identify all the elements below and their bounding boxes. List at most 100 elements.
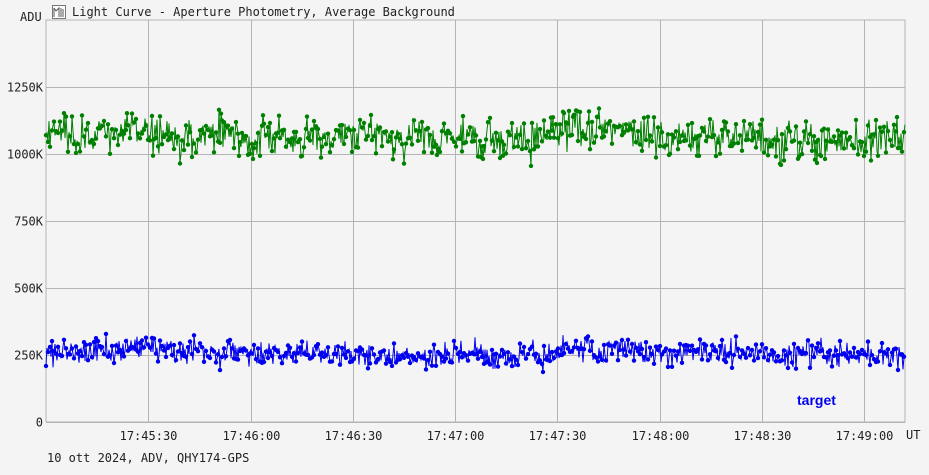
data-point — [387, 359, 393, 365]
data-point — [293, 359, 299, 364]
data-point — [895, 367, 901, 373]
data-point — [477, 349, 483, 354]
data-point — [439, 354, 445, 359]
data-point — [839, 130, 845, 135]
data-point — [733, 334, 739, 339]
data-point — [901, 354, 907, 359]
data-point — [218, 111, 224, 116]
data-point — [276, 113, 282, 118]
data-point — [189, 351, 195, 357]
data-point — [595, 359, 601, 364]
data-point — [529, 344, 535, 349]
data-point — [753, 342, 759, 347]
data-point — [409, 142, 415, 147]
data-point — [441, 121, 447, 126]
data-point — [515, 144, 521, 149]
data-point — [699, 125, 705, 131]
data-point — [595, 114, 601, 120]
data-point — [101, 118, 107, 124]
data-point — [129, 111, 135, 116]
data-point — [151, 336, 157, 341]
series-background — [43, 106, 907, 169]
data-point — [289, 136, 295, 141]
data-point — [829, 139, 835, 144]
data-point — [731, 141, 737, 146]
data-point — [541, 118, 547, 123]
y-axis-label: ADU — [20, 10, 42, 24]
data-point — [275, 349, 281, 355]
data-point — [657, 343, 663, 349]
data-point — [305, 352, 311, 358]
data-point — [493, 130, 499, 135]
light-curve-icon[interactable] — [52, 5, 66, 19]
data-point — [865, 339, 871, 344]
data-point — [571, 112, 577, 118]
data-point — [343, 355, 349, 361]
data-point — [389, 363, 395, 369]
data-point — [855, 152, 861, 157]
data-point — [671, 348, 677, 353]
data-point — [219, 354, 225, 360]
data-point — [311, 118, 317, 124]
data-point — [331, 137, 337, 142]
data-point — [501, 351, 507, 356]
data-point — [53, 351, 59, 356]
data-point — [633, 140, 639, 145]
data-point — [885, 347, 891, 352]
data-point — [639, 148, 645, 153]
data-point — [349, 149, 355, 155]
data-point — [209, 133, 215, 138]
data-point — [509, 120, 515, 126]
data-point — [397, 357, 403, 362]
data-point — [697, 133, 703, 138]
data-point — [593, 134, 599, 139]
data-point — [251, 342, 257, 348]
data-point — [153, 351, 159, 356]
data-point — [643, 340, 649, 345]
data-point — [135, 349, 141, 354]
data-point — [689, 120, 695, 126]
data-point — [236, 153, 242, 159]
data-point — [395, 131, 401, 136]
data-point — [749, 347, 755, 353]
data-point — [679, 360, 685, 365]
data-point — [771, 137, 777, 142]
data-point — [487, 362, 493, 367]
data-point — [43, 363, 49, 369]
data-point — [169, 131, 175, 136]
data-point — [773, 154, 779, 159]
data-point — [304, 114, 310, 119]
data-point — [231, 145, 237, 151]
data-point — [163, 132, 169, 137]
data-point — [257, 153, 263, 158]
data-point — [589, 339, 595, 344]
data-point — [473, 133, 479, 138]
data-point — [123, 338, 129, 344]
x-axis-ticks: 17:45:30 17:46:00 17:46:30 17:47:00 17:47:30… — [120, 429, 894, 443]
data-point — [49, 338, 55, 344]
data-point — [457, 349, 463, 355]
data-point — [868, 158, 874, 163]
data-point — [413, 128, 419, 133]
data-point — [528, 163, 534, 169]
data-point — [341, 141, 347, 147]
data-point — [425, 357, 431, 363]
data-point — [815, 341, 821, 346]
data-point — [827, 348, 833, 353]
data-point — [539, 361, 545, 367]
data-point — [778, 162, 784, 168]
data-point — [831, 353, 837, 358]
data-point — [621, 347, 627, 352]
data-point — [71, 356, 77, 361]
data-point — [675, 349, 681, 354]
data-point — [647, 345, 653, 350]
data-point — [723, 120, 729, 125]
data-point — [379, 144, 385, 149]
data-point — [793, 124, 799, 129]
x-tick-label: 17:48:30 — [734, 429, 792, 443]
data-point — [703, 138, 709, 144]
data-point — [785, 125, 791, 131]
data-point — [111, 360, 117, 366]
data-point — [637, 142, 643, 147]
data-point — [63, 346, 69, 351]
